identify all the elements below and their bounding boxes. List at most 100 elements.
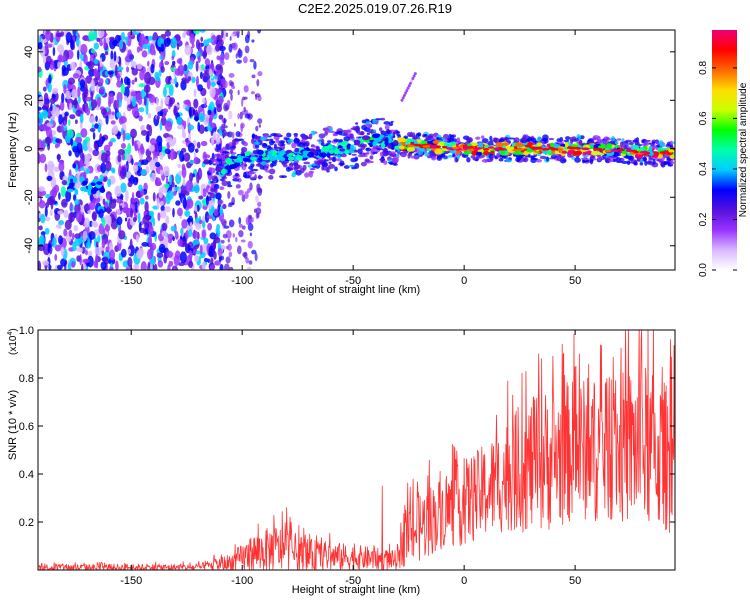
y-tick-label: -40	[23, 238, 35, 254]
noise-blob	[45, 55, 52, 66]
y-tick-label: -20	[23, 189, 35, 205]
ridge-halo-blob	[307, 164, 313, 168]
noise-blob	[250, 91, 255, 95]
ridge-halo-blob	[301, 134, 308, 140]
ridge-halo-blob	[209, 192, 216, 199]
spur-blob	[402, 93, 406, 97]
noise-blob	[156, 96, 159, 107]
noise-blob	[110, 120, 116, 125]
ridge-halo-blob	[361, 119, 367, 124]
noise-blob	[243, 106, 246, 113]
ridge-core-blob	[639, 147, 645, 152]
noise-blob	[106, 194, 111, 201]
noise-blob	[130, 208, 134, 219]
ridge-halo-blob	[213, 187, 218, 194]
noise-blob	[52, 46, 56, 57]
noise-blob	[257, 201, 262, 207]
ridge-halo-blob	[303, 161, 311, 165]
spur-blob	[412, 74, 416, 78]
feature-blob	[96, 181, 103, 185]
noise-blob	[201, 261, 206, 270]
noise-blob	[203, 237, 209, 245]
noise-blob	[218, 83, 224, 89]
ridge-halo-blob	[251, 138, 255, 145]
noise-blob	[42, 86, 47, 92]
noise-blob	[69, 202, 73, 212]
noise-blob	[233, 123, 236, 127]
noise-blob	[119, 116, 127, 124]
noise-blob	[140, 169, 147, 176]
noise-blob	[247, 223, 254, 232]
noise-blob	[90, 49, 96, 54]
ridge-core-blob	[369, 143, 374, 148]
noise-blob	[127, 248, 132, 255]
noise-blob	[164, 30, 171, 37]
ridge-core-blob	[235, 159, 241, 163]
noise-blob	[197, 121, 201, 132]
ridge-halo-blob	[487, 140, 494, 147]
noise-blob	[198, 195, 204, 200]
noise-blob	[116, 131, 121, 140]
noise-blob	[243, 251, 248, 259]
noise-blob	[251, 217, 254, 223]
ridge-halo-blob	[430, 151, 436, 156]
noise-blob	[228, 266, 234, 270]
ridge-halo-blob	[573, 137, 580, 141]
ridge-core-blob	[648, 145, 653, 150]
svg-text:(x104): (x104)	[7, 328, 19, 355]
noise-blob	[76, 49, 80, 60]
ridge-halo-blob	[208, 167, 216, 174]
noise-blob	[195, 75, 199, 88]
noise-blob	[227, 238, 230, 243]
noise-blob	[150, 63, 155, 74]
ridge-core-blob	[275, 156, 284, 161]
noise-blob	[105, 160, 112, 172]
x-tick-label: 0	[461, 575, 467, 587]
noise-blob	[249, 182, 253, 191]
ridge-halo-blob	[351, 153, 357, 156]
noise-blob	[203, 154, 211, 159]
noise-blob	[148, 124, 153, 137]
ridge-core-blob	[406, 138, 415, 143]
ridge-halo-blob	[355, 122, 359, 125]
noise-blob	[202, 97, 206, 104]
ridge-halo-blob	[219, 186, 225, 191]
noise-blob	[44, 216, 51, 222]
ridge-hot-blob	[483, 148, 490, 151]
x-tick-label: -100	[231, 275, 253, 287]
noise-blob	[160, 66, 165, 73]
noise-blob	[125, 266, 133, 270]
ridge-core-blob	[373, 137, 382, 142]
noise-blob	[165, 76, 171, 85]
noise-blob	[124, 217, 128, 222]
ridge-halo-blob	[366, 147, 370, 150]
noise-blob	[68, 119, 71, 126]
noise-blob	[236, 59, 242, 64]
noise-blob	[244, 34, 250, 44]
noise-blob	[93, 142, 99, 150]
noise-blob	[238, 217, 242, 225]
ridge-halo-blob	[388, 162, 394, 165]
ridge-halo-blob	[328, 163, 336, 169]
ridge-halo-blob	[496, 152, 501, 158]
ridge-core-blob	[669, 154, 675, 160]
ridge-halo-blob	[308, 133, 313, 140]
noise-blob	[162, 86, 167, 98]
feature-blob	[92, 178, 98, 183]
colorbar-tick-label: 0.8	[698, 61, 709, 75]
noise-blob	[207, 258, 211, 264]
noise-blob	[161, 230, 168, 238]
noise-blob	[50, 103, 53, 112]
ridge-core-blob	[261, 157, 271, 161]
ridge-core-blob	[339, 148, 346, 152]
ridge-halo-blob	[216, 164, 223, 168]
noise-blob	[235, 184, 241, 189]
spur-blob	[410, 79, 414, 83]
ridge-halo-blob	[408, 152, 413, 157]
noise-blob	[199, 244, 203, 255]
ridge-core-blob	[306, 151, 315, 158]
noise-blob	[202, 188, 207, 198]
noise-blob	[178, 57, 183, 65]
noise-blob	[221, 220, 227, 227]
